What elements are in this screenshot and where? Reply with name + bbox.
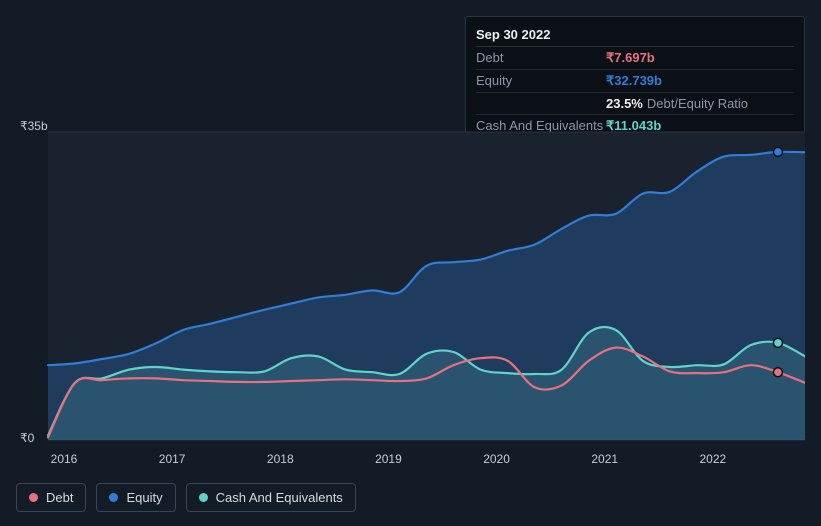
legend-dot-icon [109,493,118,502]
legend-label: Debt [46,490,73,505]
tooltip-label [476,96,606,111]
series-marker-equity [773,147,782,156]
x-axis-label: 2016 [51,452,78,466]
x-axis-label: 2017 [159,452,186,466]
legend-label: Cash And Equivalents [216,490,343,505]
tooltip-suffix: Debt/Equity Ratio [647,96,748,111]
x-axis-label: 2020 [483,452,510,466]
x-axis-label: 2022 [699,452,726,466]
legend-dot-icon [29,493,38,502]
chart-legend: Debt Equity Cash And Equivalents [16,483,356,512]
tooltip-label: Debt [476,50,606,66]
tooltip-value: ₹7.697b [606,50,655,66]
legend-dot-icon [199,493,208,502]
series-marker-debt [773,368,782,377]
tooltip-date: Sep 30 2022 [476,23,794,47]
legend-label: Equity [126,490,162,505]
x-axis-label: 2018 [267,452,294,466]
tooltip-row: 23.5%Debt/Equity Ratio [476,93,794,115]
tooltip-label: Equity [476,73,606,89]
y-axis-min-label: ₹0 [20,431,34,445]
x-axis-label: 2021 [591,452,618,466]
tooltip-value: 23.5%Debt/Equity Ratio [606,96,748,111]
legend-item-debt[interactable]: Debt [16,483,86,512]
y-axis-max-label: ₹35b [20,119,48,133]
chart-svg [16,126,805,446]
legend-item-equity[interactable]: Equity [96,483,175,512]
tooltip-row: Equity₹32.739b [476,70,794,93]
x-axis-label: 2019 [375,452,402,466]
chart-tooltip: Sep 30 2022 Debt₹7.697bEquity₹32.739b23.… [465,16,805,144]
plot-area: ₹35b ₹0 [16,126,805,446]
tooltip-value: ₹32.739b [606,73,662,89]
series-marker-cash [773,338,782,347]
legend-item-cash[interactable]: Cash And Equivalents [186,483,356,512]
x-axis-labels: 2016 2017 2018 2019 2020 2021 2022 [16,452,805,470]
financial-chart: Sep 30 2022 Debt₹7.697bEquity₹32.739b23.… [0,0,821,526]
tooltip-row: Debt₹7.697b [476,47,794,70]
